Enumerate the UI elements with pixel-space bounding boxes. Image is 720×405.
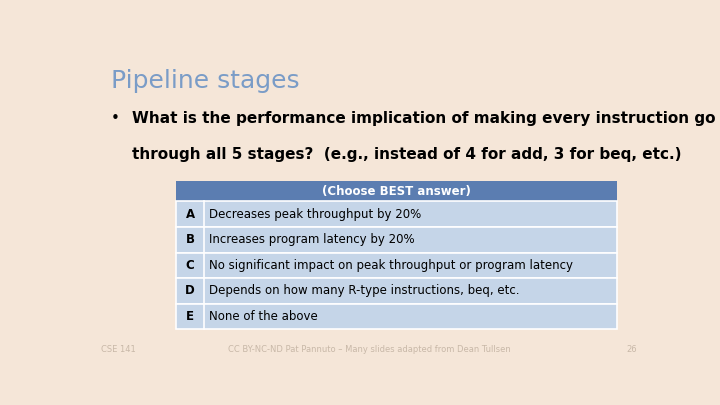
Text: 26: 26 <box>626 345 637 354</box>
Text: C: C <box>186 259 194 272</box>
Text: CC BY-NC-ND Pat Pannuto – Many slides adapted from Dean Tullsen: CC BY-NC-ND Pat Pannuto – Many slides ad… <box>228 345 510 354</box>
FancyBboxPatch shape <box>176 304 617 329</box>
Text: (Choose BEST answer): (Choose BEST answer) <box>323 185 472 198</box>
Text: A: A <box>186 208 194 221</box>
Text: D: D <box>185 284 195 297</box>
Text: Increases program latency by 20%: Increases program latency by 20% <box>210 233 415 246</box>
Text: None of the above: None of the above <box>210 310 318 323</box>
Text: •: • <box>111 111 120 126</box>
Text: What is the performance implication of making every instruction go: What is the performance implication of m… <box>132 111 716 126</box>
Text: Decreases peak throughput by 20%: Decreases peak throughput by 20% <box>210 208 422 221</box>
Text: through all 5 stages?  (e.g., instead of 4 for add, 3 for beq, etc.): through all 5 stages? (e.g., instead of … <box>132 147 681 162</box>
FancyBboxPatch shape <box>176 227 617 253</box>
Text: No significant impact on peak throughput or program latency: No significant impact on peak throughput… <box>210 259 573 272</box>
Text: Depends on how many R-type instructions, beq, etc.: Depends on how many R-type instructions,… <box>210 284 520 297</box>
FancyBboxPatch shape <box>176 253 617 278</box>
FancyBboxPatch shape <box>176 278 617 304</box>
Text: CSE 141: CSE 141 <box>101 345 136 354</box>
Text: Pipeline stages: Pipeline stages <box>111 69 300 93</box>
FancyBboxPatch shape <box>176 181 617 201</box>
Text: B: B <box>186 233 194 246</box>
FancyBboxPatch shape <box>176 201 617 227</box>
Text: E: E <box>186 310 194 323</box>
